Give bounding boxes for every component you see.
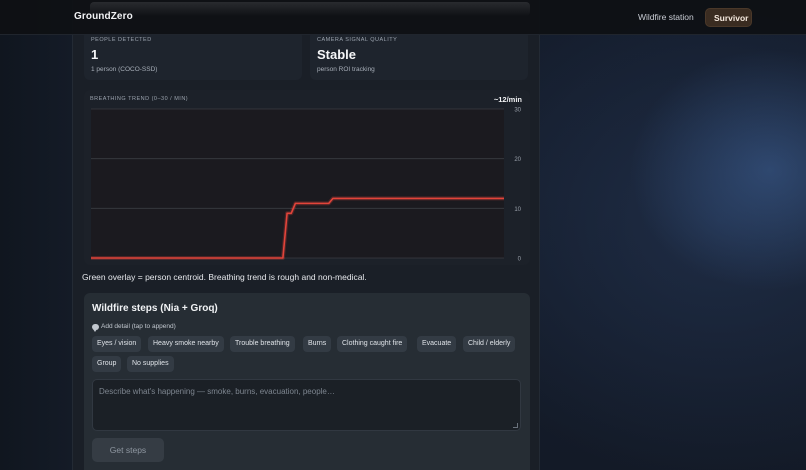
- scrolled-content-ghost: [90, 2, 530, 16]
- get-steps-button[interactable]: Get steps: [92, 438, 164, 462]
- wildfire-steps-title: Wildfire steps (Nia + Groq): [92, 303, 218, 314]
- chip-trouble-breathing[interactable]: Trouble breathing: [230, 336, 295, 352]
- y-tick-label: 10: [514, 207, 521, 213]
- people-detected-value: 1: [91, 47, 99, 62]
- plot-area: [91, 109, 504, 258]
- brand-logo[interactable]: GroundZero: [74, 11, 133, 22]
- add-detail-label: Add detail (tap to append): [101, 323, 176, 330]
- breathing-trend-card: 30 20 10 0 BREATHING TREND (0–30 / MIN) ~12…: [84, 90, 530, 265]
- people-detected-label: PEOPLE DETECTED: [91, 37, 152, 43]
- y-tick-label: 0: [518, 257, 522, 263]
- breathing-trend-line: [91, 197, 504, 259]
- add-detail-hint: Add detail (tap to append): [92, 323, 176, 332]
- people-detected-card: PEOPLE DETECTED 1 1 person (COCO-SSD): [84, 30, 302, 80]
- breathing-rate-readout: ~12/min: [493, 95, 522, 104]
- breathing-trend-label: BREATHING TREND (0–30 / MIN): [90, 96, 189, 102]
- camera-signal-label: CAMERA SIGNAL QUALITY: [317, 37, 398, 43]
- camera-signal-value: Stable: [317, 47, 357, 62]
- speech-bubble-icon: [92, 323, 99, 332]
- people-detected-detail: 1 person (COCO-SSD): [91, 66, 158, 73]
- chip-evacuate[interactable]: Evacuate: [417, 336, 457, 352]
- situation-description-input[interactable]: Describe what's happening — smoke, burns…: [92, 379, 521, 431]
- chip-heavy-smoke[interactable]: Heavy smoke nearby: [148, 336, 224, 352]
- chip-burns[interactable]: Burns: [303, 336, 332, 352]
- breathing-trend-chart: 30 20 10 0: [91, 108, 522, 263]
- nav-survivor[interactable]: Survivor: [705, 8, 752, 27]
- overlay-caption: Green overlay = person centroid. Breathi…: [82, 272, 367, 282]
- top-navigation-bar: GroundZero Wildfire station Survivor: [0, 0, 806, 35]
- chip-child-elderly[interactable]: Child / elderly: [463, 336, 516, 352]
- y-tick-label: 20: [514, 157, 521, 163]
- chip-group[interactable]: Group: [92, 356, 122, 372]
- y-tick-label: 30: [514, 108, 521, 114]
- camera-signal-detail: person ROI tracking: [317, 66, 375, 73]
- nav-wildfire-station[interactable]: Wildfire station: [638, 12, 694, 22]
- chip-clothing-caught-fire[interactable]: Clothing caught fire: [337, 336, 408, 352]
- chip-eyes-vision[interactable]: Eyes / vision: [92, 336, 142, 352]
- chip-no-supplies[interactable]: No supplies: [127, 356, 174, 372]
- resize-handle[interactable]: [513, 423, 518, 428]
- camera-signal-card: CAMERA SIGNAL QUALITY Stable person ROI …: [310, 30, 528, 80]
- situation-description-placeholder: Describe what's happening — smoke, burns…: [99, 387, 335, 396]
- page-margin-left: [0, 0, 72, 470]
- wildfire-steps-card: Wildfire steps (Nia + Groq) Add detail (…: [84, 293, 530, 470]
